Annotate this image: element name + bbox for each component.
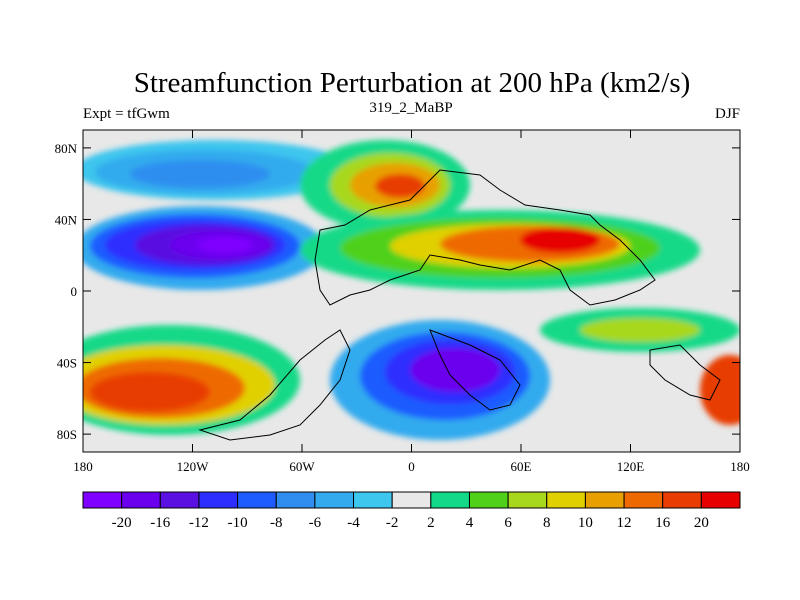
colorbar-label: 20	[694, 515, 709, 531]
y-tick-label: 80S	[57, 427, 77, 442]
plot-area	[82, 129, 741, 453]
colorbar-swatch	[275, 491, 316, 509]
x-tick-label: 0	[408, 459, 415, 474]
colorbar-swatch	[159, 491, 200, 509]
contour-south-indian-high	[700, 355, 740, 425]
colorbar-swatch	[198, 491, 239, 509]
colorbar-label: 4	[466, 515, 474, 531]
streamfunction-field	[83, 140, 740, 441]
colorbar-label: -16	[150, 515, 170, 531]
y-tick-label: 40S	[57, 356, 77, 371]
contour-asia-high	[520, 227, 600, 253]
colorbar-label: 12	[617, 515, 632, 531]
right-string: DJF	[715, 106, 740, 122]
colorbar-label: 6	[504, 515, 512, 531]
colorbar-label: 8	[543, 515, 551, 531]
colorbar-label: -20	[112, 515, 132, 531]
contour-south-africa-low	[410, 348, 500, 392]
x-tick-label: 180	[730, 459, 750, 474]
colorbar-label: -4	[347, 515, 360, 531]
colorbar-label: -10	[228, 515, 248, 531]
colorbar-swatch	[546, 491, 586, 509]
colorbar-label: -8	[270, 515, 283, 531]
colorbar-swatch	[237, 491, 277, 509]
x-tick-label: 120W	[177, 459, 210, 474]
colorbar-swatch	[623, 491, 664, 509]
contour-europe-high	[375, 174, 425, 198]
center-string: 319_2_MaBP	[369, 100, 452, 116]
colorbar-label: 2	[427, 515, 435, 531]
colorbar-swatch	[584, 491, 625, 509]
colorbar-swatch	[700, 491, 741, 509]
colorbar-label: 10	[578, 515, 593, 531]
x-tick-label: 60E	[511, 459, 532, 474]
x-tick-label: 180	[73, 459, 93, 474]
colorbar-swatch	[430, 491, 470, 509]
colorbar-swatch	[121, 491, 161, 509]
y-tick-label: 80N	[55, 141, 78, 156]
colorbar-label: -2	[386, 515, 399, 531]
contour-south-pacific-high	[90, 372, 210, 412]
contour-ne-pacific-low	[130, 160, 270, 188]
x-tick-label: 120E	[617, 459, 645, 474]
colorbar-label: 16	[655, 515, 671, 531]
x-axis: 180 120W 60W 0 60E 120E 180	[73, 130, 750, 474]
colorbar: -20 -16 -12 -10 -8 -6 -4 -2 2 4 6 8 10 12 16 20	[82, 491, 741, 531]
y-tick-label: 40N	[55, 212, 78, 227]
colorbar-swatch	[662, 491, 702, 509]
y-tick-label: 0	[71, 284, 78, 299]
left-string: Expt = tfGwm	[83, 106, 170, 122]
coastline	[198, 169, 721, 441]
colorbar-swatch	[82, 491, 123, 509]
colorbar-swatch	[353, 491, 393, 509]
x-tick-label: 60W	[289, 459, 315, 474]
contour-south-indian-high	[580, 318, 700, 342]
y-axis: 80N 40N 0 40S 80S	[55, 141, 740, 442]
colorbar-swatch	[391, 491, 432, 509]
colorbar-swatch	[507, 491, 548, 509]
colorbar-label: -12	[189, 515, 209, 531]
colorbar-label: -6	[309, 515, 322, 531]
chart-title: Streamfunction Perturbation at 200 hPa (…	[134, 67, 691, 99]
colorbar-swatch	[314, 491, 355, 509]
contour-subtropical-pacific-low	[197, 237, 253, 253]
colorbar-swatch	[468, 491, 509, 509]
